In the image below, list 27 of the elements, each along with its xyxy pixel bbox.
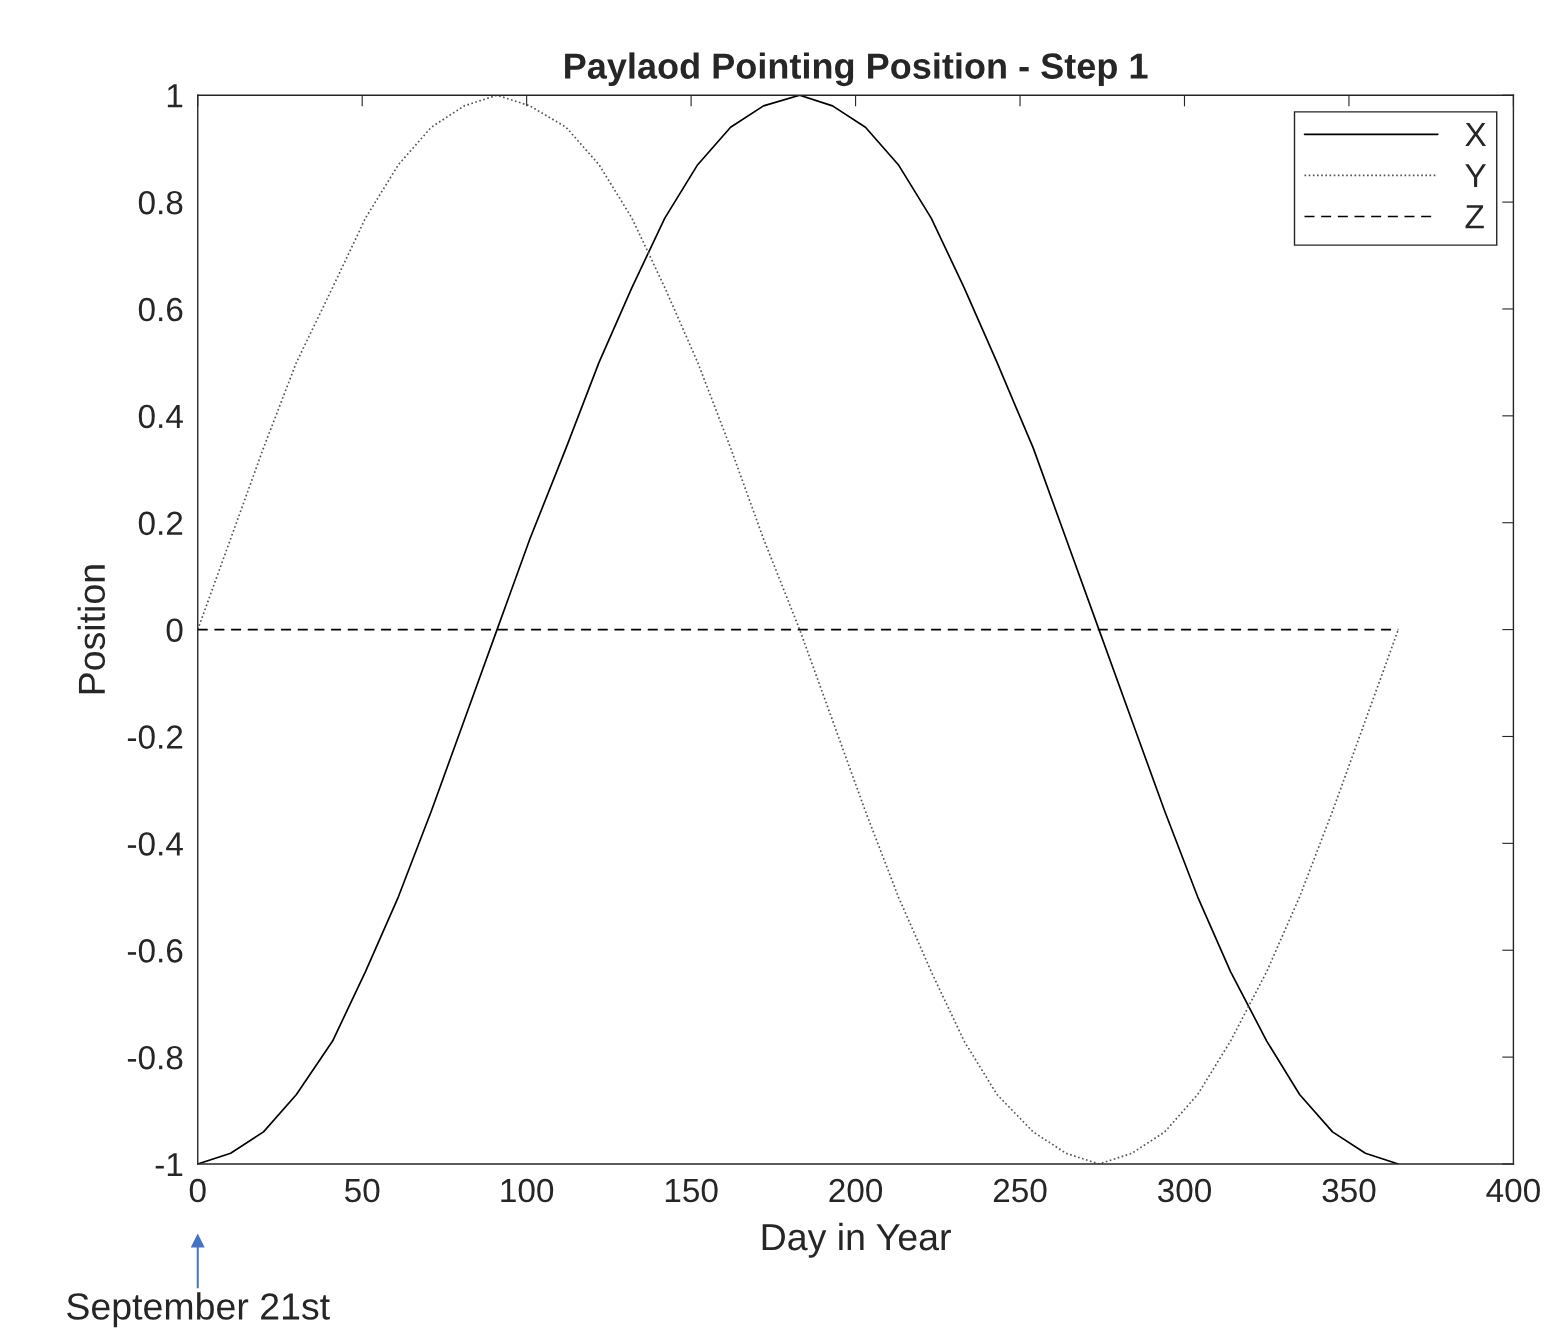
x-tick-label: 50 [344, 1178, 380, 1203]
x-tick-label: 300 [1157, 1178, 1211, 1203]
y-tick-label: 0 [166, 618, 183, 643]
x-axis-title: Day in Year [762, 1222, 951, 1258]
y-tick-label: 0.2 [138, 511, 183, 536]
x-tick-label: 100 [501, 1178, 554, 1203]
x-tick-label: 250 [993, 1178, 1047, 1203]
y-tick-label: -0.6 [127, 939, 183, 963]
x-tick-label: 400 [1486, 1178, 1540, 1203]
x-tick-label: 350 [1322, 1178, 1376, 1203]
legend-label: X [1465, 123, 1487, 147]
chart-title: Paylaod Pointing Position - Step 1 [565, 52, 1148, 87]
y-axis-title: Position [77, 565, 106, 694]
y-tick-label: 0.8 [138, 190, 183, 215]
y-tick-label: -0.4 [127, 832, 183, 856]
text: September 21st [67, 1292, 330, 1328]
x-tick-label: 150 [665, 1178, 718, 1203]
y-tick-label: -0.8 [127, 1045, 183, 1070]
y-tick-label: -1 [155, 1153, 183, 1177]
legend-label: Y [1465, 164, 1486, 188]
y-tick-label: 0.6 [138, 297, 183, 322]
y-tick-label: 0.4 [138, 404, 183, 429]
y-tick-label: 1 [167, 84, 183, 108]
x-tick-label: 200 [829, 1178, 883, 1203]
legend-label: Z [1465, 205, 1484, 229]
x-tick-label: 0 [189, 1178, 206, 1203]
y-tick-label: -0.2 [127, 725, 183, 749]
